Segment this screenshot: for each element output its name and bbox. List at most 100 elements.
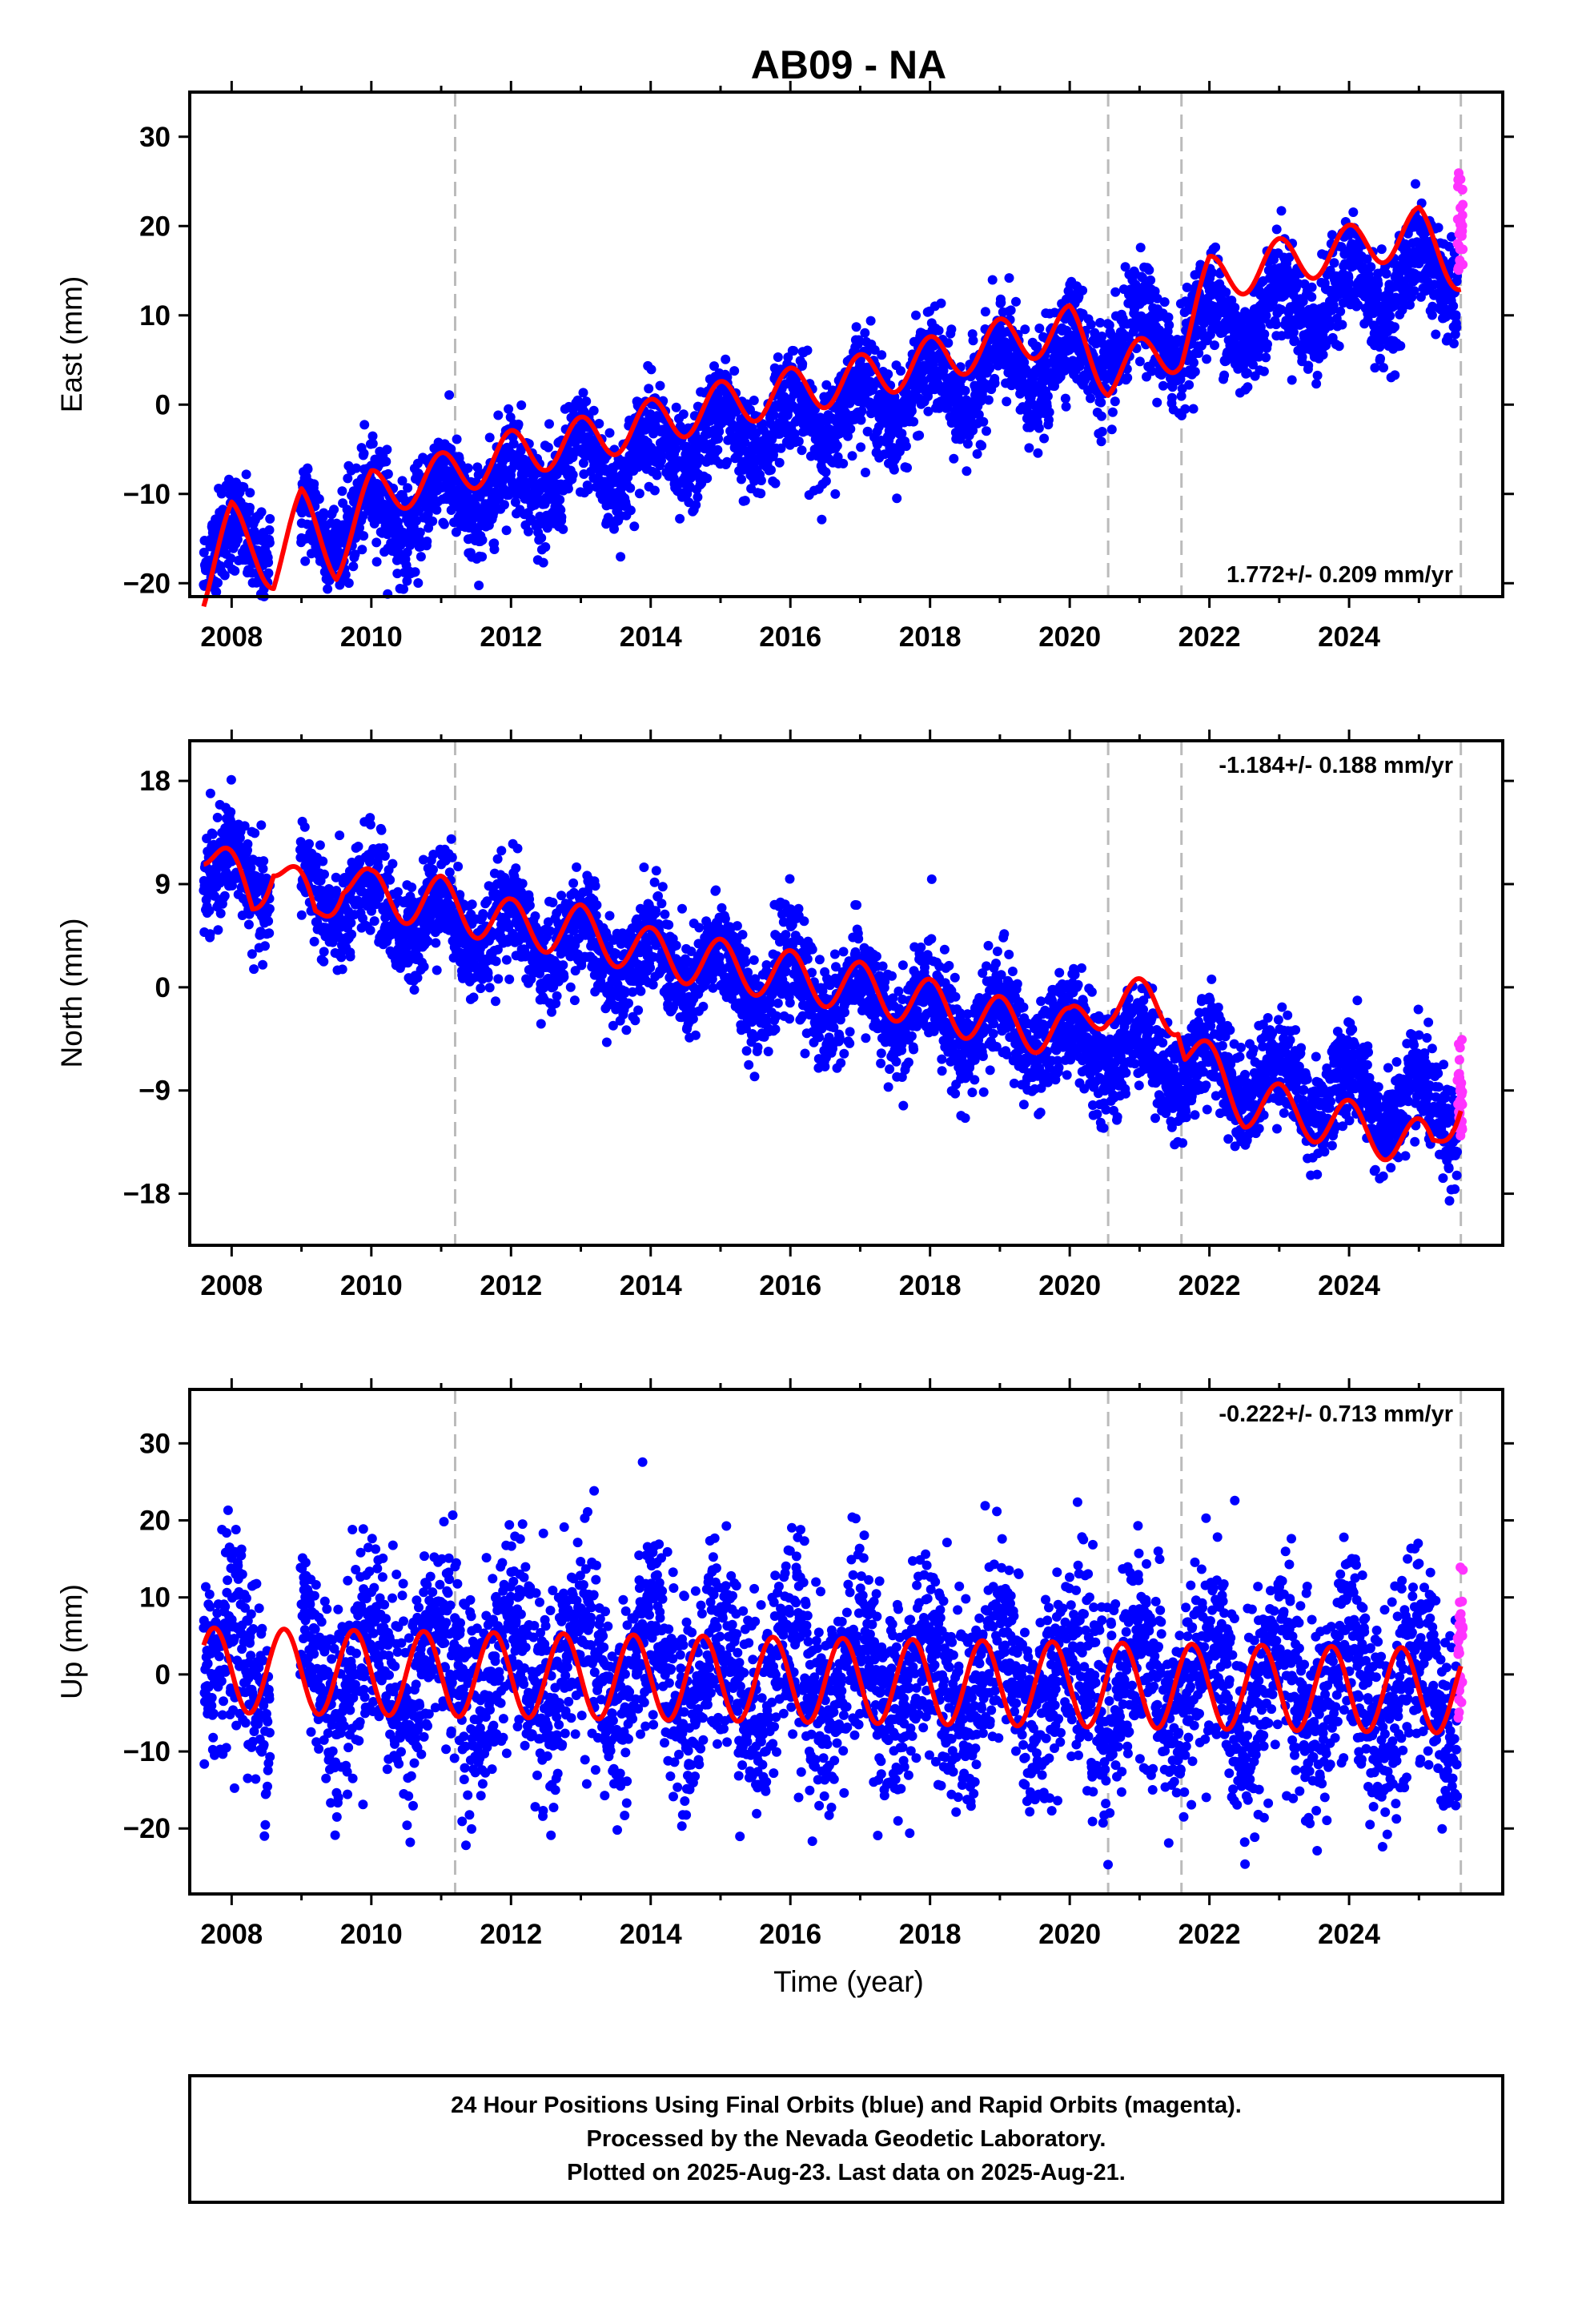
data-point [1184, 380, 1195, 390]
data-point [264, 928, 275, 939]
data-point [493, 410, 504, 420]
rapid-data-point [1458, 199, 1468, 210]
data-point [847, 451, 857, 461]
x-tick-label: 2010 [340, 621, 403, 653]
data-point [774, 457, 785, 468]
data-point [693, 492, 703, 502]
data-point [428, 516, 438, 526]
data-point [296, 910, 307, 920]
data-point [432, 505, 442, 515]
data-point [1034, 324, 1045, 333]
data-point [960, 385, 970, 396]
data-point [982, 426, 991, 436]
rapid-data-point [1458, 244, 1468, 255]
x-tick-label: 2020 [1038, 621, 1101, 653]
data-point [319, 947, 329, 957]
data-point [314, 494, 324, 505]
data-point [1221, 287, 1231, 297]
data-point [1210, 340, 1219, 351]
data-point [1427, 310, 1437, 320]
data-point [1034, 423, 1044, 433]
data-point [357, 545, 367, 555]
data-point [431, 938, 441, 948]
data-point [256, 820, 267, 830]
data-point [318, 856, 328, 866]
data-point [319, 869, 329, 879]
data-point [504, 404, 514, 414]
data-point [604, 428, 615, 438]
data-point [263, 916, 274, 927]
data-point [359, 448, 369, 459]
data-point [914, 430, 925, 440]
data-point [1337, 320, 1347, 330]
data-point [568, 469, 578, 480]
data-point [1312, 370, 1323, 380]
data-point [1451, 310, 1461, 320]
data-point [962, 439, 973, 449]
data-point [416, 552, 426, 562]
rapid-data-point [1457, 226, 1468, 236]
data-point [474, 581, 484, 590]
data-point [860, 328, 870, 338]
data-point [1061, 401, 1071, 412]
data-point [1433, 223, 1443, 233]
data-point [1390, 322, 1399, 332]
data-point [365, 819, 375, 830]
data-point [802, 345, 813, 356]
data-point [335, 830, 345, 841]
data-point [403, 483, 413, 493]
rapid-data-point [1453, 182, 1463, 191]
x-tick-label: 2012 [480, 621, 542, 653]
data-point [501, 525, 512, 536]
data-point [797, 359, 808, 369]
rapid-data-point [1453, 264, 1464, 275]
data-point [797, 445, 807, 456]
data-point [625, 483, 636, 493]
data-point [337, 964, 347, 975]
data-point [350, 549, 360, 560]
data-point [226, 774, 236, 785]
data-point [536, 533, 547, 543]
data-point [1287, 375, 1297, 385]
data-point [1375, 353, 1385, 364]
data-point [901, 441, 911, 452]
data-point [367, 439, 378, 448]
data-point [883, 369, 893, 380]
data-point [896, 366, 905, 376]
data-point [379, 850, 390, 861]
data-point [299, 822, 310, 832]
data-point [1390, 370, 1400, 380]
data-point [452, 434, 462, 444]
data-point [740, 496, 750, 506]
y-tick-label: 0 [155, 389, 171, 420]
data-point [978, 416, 989, 427]
data-point [1096, 411, 1106, 421]
data-point [990, 378, 1000, 388]
data-point [1011, 296, 1021, 307]
chart-title: AB09 - NA [751, 42, 946, 87]
data-point [369, 916, 379, 927]
data-point [1431, 329, 1441, 340]
data-point [1307, 292, 1317, 302]
data-point [946, 324, 957, 335]
data-point [1334, 341, 1344, 352]
data-point [256, 507, 267, 517]
data-point [789, 346, 799, 356]
data-point [845, 424, 856, 434]
data-point [422, 537, 432, 546]
data-point [343, 473, 353, 484]
data-point [629, 521, 640, 532]
data-point [1243, 382, 1253, 392]
data-point [1107, 407, 1118, 417]
data-point [1449, 339, 1459, 348]
data-point [1385, 311, 1395, 321]
data-point [1146, 275, 1156, 285]
y-axis-label: East (mm) [55, 276, 88, 413]
data-point [419, 962, 429, 972]
x-tick-label: 2008 [200, 621, 263, 653]
data-point [500, 500, 509, 510]
data-point [821, 467, 831, 477]
data-point [243, 839, 253, 849]
data-point [634, 489, 644, 499]
